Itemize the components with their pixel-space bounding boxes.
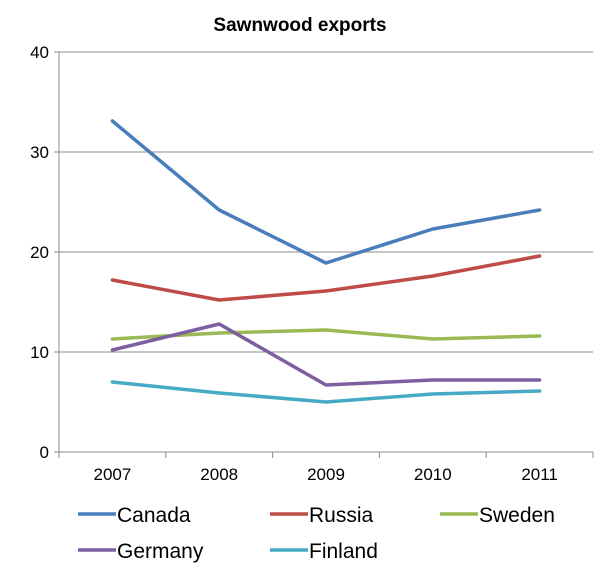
series-line-finland: [110, 380, 542, 404]
legend-item-sweden: Sweden: [440, 504, 555, 527]
y-axis-ticks: 0 10 20 30 40: [30, 43, 59, 462]
x-tick-label: 2009: [307, 465, 345, 484]
legend-item-canada: Canada: [78, 504, 191, 527]
legend: Canada Russia Sweden Germany Finland: [78, 504, 555, 563]
legend-item-germany: Germany: [78, 540, 204, 563]
legend-label: Sweden: [479, 504, 555, 527]
x-tick-label: 2010: [414, 465, 452, 484]
y-tick-label: 10: [30, 343, 49, 362]
y-tick-label: 0: [40, 443, 49, 462]
series-line-russia: [110, 254, 542, 302]
legend-label: Germany: [117, 540, 204, 563]
y-tick-label: 20: [30, 243, 49, 262]
legend-label: Canada: [117, 504, 191, 527]
x-tick-label: 2011: [521, 465, 558, 484]
series-line-germany: [110, 322, 542, 387]
gridlines: [59, 51, 593, 353]
x-tick-label: 2007: [93, 465, 131, 484]
legend-item-finland: Finland: [270, 540, 378, 563]
y-tick-label: 40: [30, 43, 49, 62]
x-axis-ticks: 2007 2008 2009 2010 2011: [58, 452, 594, 484]
y-tick-label: 30: [30, 143, 49, 162]
x-tick-label: 2008: [200, 465, 238, 484]
legend-label: Finland: [309, 540, 378, 563]
series-line-canada: [110, 119, 542, 265]
series-lines: [110, 119, 542, 404]
chart-title: Sawnwood exports: [213, 15, 386, 36]
series-line-sweden: [110, 328, 542, 341]
legend-item-russia: Russia: [270, 504, 374, 527]
legend-label: Russia: [309, 504, 374, 527]
